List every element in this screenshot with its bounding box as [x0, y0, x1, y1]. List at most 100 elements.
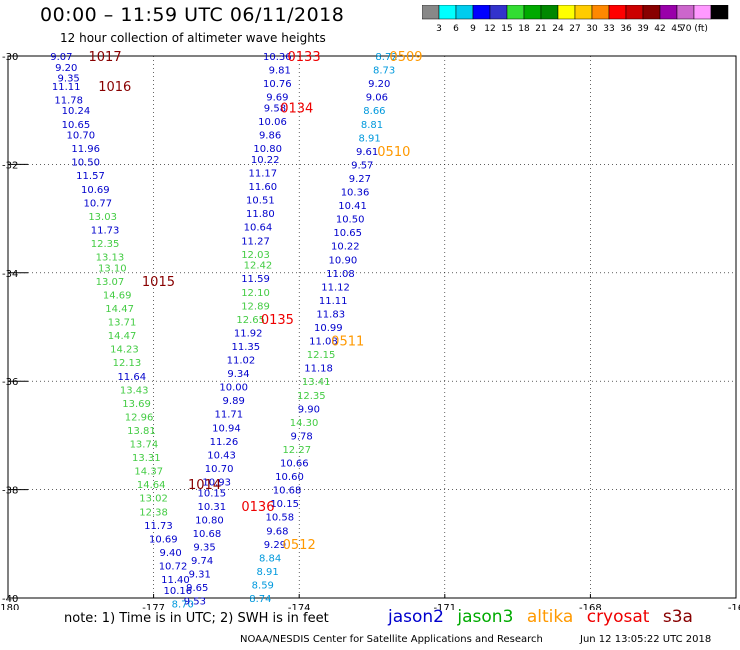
wave-height-value: 9.61: [356, 147, 378, 158]
wave-height-value: 11.02: [227, 356, 256, 367]
wave-height-value: 10.72: [159, 561, 188, 572]
pass-time-label: 1015: [142, 275, 175, 290]
wave-height-value: 10.93: [202, 477, 231, 488]
footnote: note: 1) Time is in UTC; 2) SWH is in fe…: [64, 611, 329, 626]
wave-height-value: 14.30: [290, 418, 319, 429]
wave-height-value: 9.86: [259, 131, 281, 142]
wave-height-value: 11.80: [246, 209, 275, 220]
wave-height-value: 9.20: [368, 79, 390, 90]
wave-height-value: 10.16: [164, 586, 193, 597]
wave-height-value: 9.68: [266, 526, 288, 537]
colorbar-label: 15: [501, 24, 512, 34]
wave-height-value: 11.40: [161, 575, 190, 586]
pass-time-label: 0135: [261, 313, 294, 328]
wave-height-value: 10.60: [275, 472, 304, 483]
wave-height-value: 8.72: [375, 52, 397, 63]
wave-height-value: 9.34: [227, 369, 249, 380]
wave-height-value: 10.76: [263, 79, 292, 90]
wave-height-value: 12.10: [241, 288, 270, 299]
wave-height-value: 11.73: [144, 521, 173, 532]
colorbar-label: 33: [603, 24, 614, 34]
y-tick-label: -32: [2, 160, 18, 171]
wave-height-value: 13.31: [132, 453, 161, 464]
wave-height-value: 13.02: [139, 494, 168, 505]
wave-height-value: 8.59: [252, 580, 274, 591]
x-tick-label: -16: [728, 603, 740, 610]
wave-height-value: 12.03: [241, 250, 270, 261]
wave-height-value: 13.10: [98, 263, 127, 274]
wave-height-value: 8.73: [373, 66, 395, 77]
wave-height-value: 10.15: [198, 488, 227, 499]
wave-height-value: 12.89: [241, 301, 270, 312]
wave-height-value: 9.35: [58, 74, 80, 85]
wave-height-value: 11.59: [241, 274, 270, 285]
pass-time-label: 0136: [241, 500, 274, 515]
wave-height-value: 10.24: [62, 106, 91, 117]
pass-time-label: 0133: [288, 50, 321, 65]
wave-height-value: 13.71: [108, 318, 137, 329]
wave-height-value: 10.22: [331, 242, 360, 253]
colorbar-label: 27: [569, 24, 580, 34]
wave-height-value: 10.94: [212, 423, 241, 434]
legend-altika: altika: [526, 607, 574, 627]
pass-time-label: 1014: [188, 478, 221, 493]
wave-height-value: 9.35: [193, 543, 215, 554]
wave-height-value: 8.91: [257, 567, 279, 578]
pass-time-label: 0511: [331, 335, 364, 350]
wave-height-value: 11.64: [117, 372, 146, 383]
legend-jason3: jason3: [457, 607, 514, 627]
pass-time-label: 1017: [89, 50, 122, 65]
wave-height-value: 14.37: [134, 467, 163, 478]
wave-height-value: 12.38: [139, 507, 168, 518]
wave-height-value: 10.36: [263, 52, 292, 63]
wave-height-value: 10.66: [280, 459, 309, 470]
pass-time-label: 0512: [283, 538, 316, 553]
wave-height-value: 9.58: [264, 103, 286, 114]
wave-height-value: 9.31: [189, 570, 211, 581]
x-tick-label: -171: [433, 603, 456, 610]
wave-height-value: 13.07: [96, 277, 125, 288]
wave-height-value: 12.65: [236, 315, 265, 326]
colorbar-label: 42: [654, 24, 665, 34]
y-tick-label: -34: [2, 269, 18, 280]
wave-height-value: 11.78: [54, 95, 83, 106]
wave-height-value: 14.23: [110, 345, 139, 356]
wave-height-value: 11.92: [234, 328, 263, 339]
colorbar-label: 70 (ft): [680, 24, 708, 34]
wave-height-value: 9.74: [191, 556, 213, 567]
wave-height-value: 12.13: [113, 358, 142, 369]
wave-height-value: 8.84: [259, 553, 281, 564]
wave-height-value: 9.57: [351, 160, 373, 171]
wave-height-map: -180 -177 -174 -171 -168 -16 -30 -32 -34 -36 -38 -4…: [0, 50, 740, 610]
wave-height-value: 11.73: [91, 225, 120, 236]
wave-height-value: 10.80: [253, 144, 282, 155]
wave-height-value: 8.91: [358, 133, 380, 144]
wave-height-value: 13.41: [302, 377, 331, 388]
wave-height-value: 9.65: [186, 583, 208, 594]
x-tick-label: -168: [579, 603, 602, 610]
chart-title: 00:00 – 11:59 UTC 06/11/2018: [40, 4, 345, 26]
legend-jason2: jason2: [388, 607, 444, 627]
chart-subtitle: 12 hour collection of altimeter wave hei…: [60, 31, 326, 45]
wave-height-value: 10.65: [62, 120, 91, 131]
wave-height-value: 11.71: [215, 410, 244, 421]
y-tick-label: -40: [2, 594, 18, 605]
legend-cryosat: cryosat: [586, 607, 650, 627]
wave-height-value: 13.69: [122, 399, 151, 410]
colorbar-label: 9: [470, 24, 476, 34]
wave-height-value: 10.41: [338, 201, 367, 212]
wave-height-value: 12.15: [307, 350, 336, 361]
wave-height-value: 9.81: [269, 66, 291, 77]
credit-line: NOAA/NESDIS Center for Satellite Applica…: [240, 634, 543, 645]
x-tick-label: -180: [0, 603, 19, 610]
wave-height-value: 10.80: [195, 515, 224, 526]
colorbar-swatch: [710, 5, 729, 20]
wave-height-value: 12.42: [244, 261, 273, 272]
wave-height-value: 9.29: [264, 540, 286, 551]
wave-height-value: 11.18: [304, 364, 333, 375]
colorbar-label: 39: [637, 24, 649, 34]
wave-height-value: 8.66: [363, 106, 385, 117]
wave-height-value: 11.83: [316, 309, 345, 320]
colorbar-label: 3: [436, 24, 442, 34]
wave-height-value: 10.00: [219, 383, 248, 394]
